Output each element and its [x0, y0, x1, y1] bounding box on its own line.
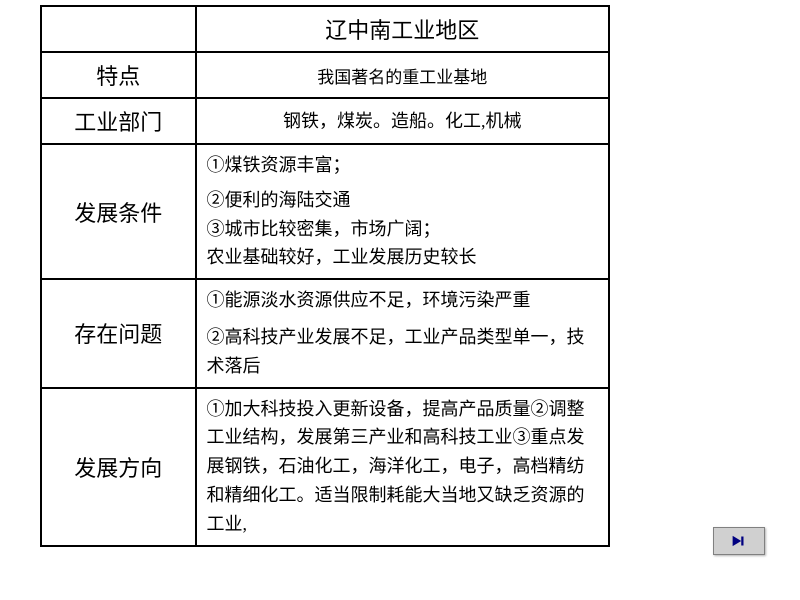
header-empty-cell [41, 6, 196, 52]
condition-item-1: ①煤铁资源丰富； [207, 151, 598, 180]
industrial-region-table: 辽中南工业地区 特点 我国著名的重工业基地 工业部门 钢铁，煤炭。造船。化工,机… [40, 5, 610, 547]
forward-icon [730, 532, 748, 550]
table-title: 辽中南工业地区 [196, 6, 609, 52]
row-content-conditions: ①煤铁资源丰富； ②便利的海陆交通 ③城市比较密集，市场广阔； 农业基础较好，工… [196, 144, 609, 279]
table-row: 工业部门 钢铁，煤炭。造船。化工,机械 [41, 98, 609, 144]
condition-item-3: ③城市比较密集，市场广阔； [207, 215, 598, 244]
row-label-sectors: 工业部门 [41, 98, 196, 144]
data-table: 辽中南工业地区 特点 我国著名的重工业基地 工业部门 钢铁，煤炭。造船。化工,机… [40, 5, 610, 547]
problem-item-2: ②高科技产业发展不足，工业产品类型单一，技术落后 [207, 323, 598, 381]
row-label-problems: 存在问题 [41, 279, 196, 387]
table-row: 发展方向 ①加大科技投入更新设备，提高产品质量②调整工业结构，发展第三产业和高科… [41, 388, 609, 546]
row-content-direction: ①加大科技投入更新设备，提高产品质量②调整工业结构，发展第三产业和高科技工业③重… [196, 388, 609, 546]
condition-item-2: ②便利的海陆交通 [207, 186, 598, 215]
table-row: 发展条件 ①煤铁资源丰富； ②便利的海陆交通 ③城市比较密集，市场广阔； 农业基… [41, 144, 609, 279]
row-content-sectors: 钢铁，煤炭。造船。化工,机械 [196, 98, 609, 144]
table-row-header: 辽中南工业地区 [41, 6, 609, 52]
problem-item-1: ①能源淡水资源供应不足，环境污染严重 [207, 286, 598, 315]
row-label-features: 特点 [41, 52, 196, 98]
next-slide-button[interactable] [713, 527, 765, 555]
row-content-problems: ①能源淡水资源供应不足，环境污染严重 ②高科技产业发展不足，工业产品类型单一，技… [196, 279, 609, 387]
table-row: 存在问题 ①能源淡水资源供应不足，环境污染严重 ②高科技产业发展不足，工业产品类… [41, 279, 609, 387]
row-label-conditions: 发展条件 [41, 144, 196, 279]
condition-item-4: 农业基础较好，工业发展历史较长 [207, 243, 598, 272]
row-label-direction: 发展方向 [41, 388, 196, 546]
table-row: 特点 我国著名的重工业基地 [41, 52, 609, 98]
row-content-features: 我国著名的重工业基地 [196, 52, 609, 98]
